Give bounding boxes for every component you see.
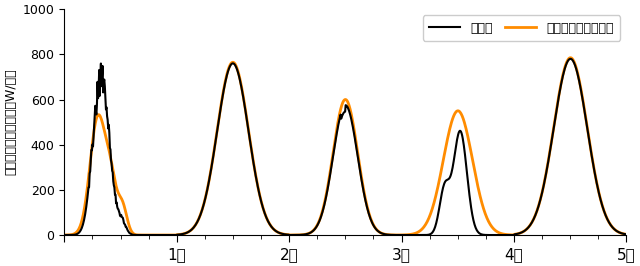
観測値 bbox=[60, 234, 68, 237]
観測値 bbox=[509, 234, 517, 237]
観測値 bbox=[118, 215, 125, 218]
観測値 bbox=[499, 234, 507, 237]
アメダス推定日射量 bbox=[60, 234, 68, 237]
アメダス推定日射量 bbox=[509, 233, 517, 236]
Legend: 観測値, アメダス推定日射量: 観測値, アメダス推定日射量 bbox=[422, 15, 620, 41]
アメダス推定日射量 bbox=[447, 123, 455, 126]
アメダス推定日射量 bbox=[172, 234, 180, 237]
Line: 観測値: 観測値 bbox=[64, 59, 627, 235]
観測値 bbox=[566, 57, 574, 60]
観測値 bbox=[172, 234, 180, 237]
アメダス推定日射量 bbox=[118, 197, 125, 201]
Line: アメダス推定日射量: アメダス推定日射量 bbox=[64, 58, 627, 235]
アメダス推定日射量 bbox=[499, 232, 507, 236]
観測値 bbox=[447, 173, 455, 176]
観測値 bbox=[623, 233, 630, 236]
観測値 bbox=[289, 234, 296, 237]
アメダス推定日射量 bbox=[308, 230, 316, 233]
アメダス推定日射量 bbox=[289, 234, 296, 237]
アメダス推定日射量 bbox=[566, 56, 574, 59]
アメダス推定日射量 bbox=[623, 233, 630, 236]
観測値 bbox=[308, 230, 316, 233]
Y-axis label: アメダス推定日射量（W/㎡）: アメダス推定日射量（W/㎡） bbox=[4, 69, 17, 175]
